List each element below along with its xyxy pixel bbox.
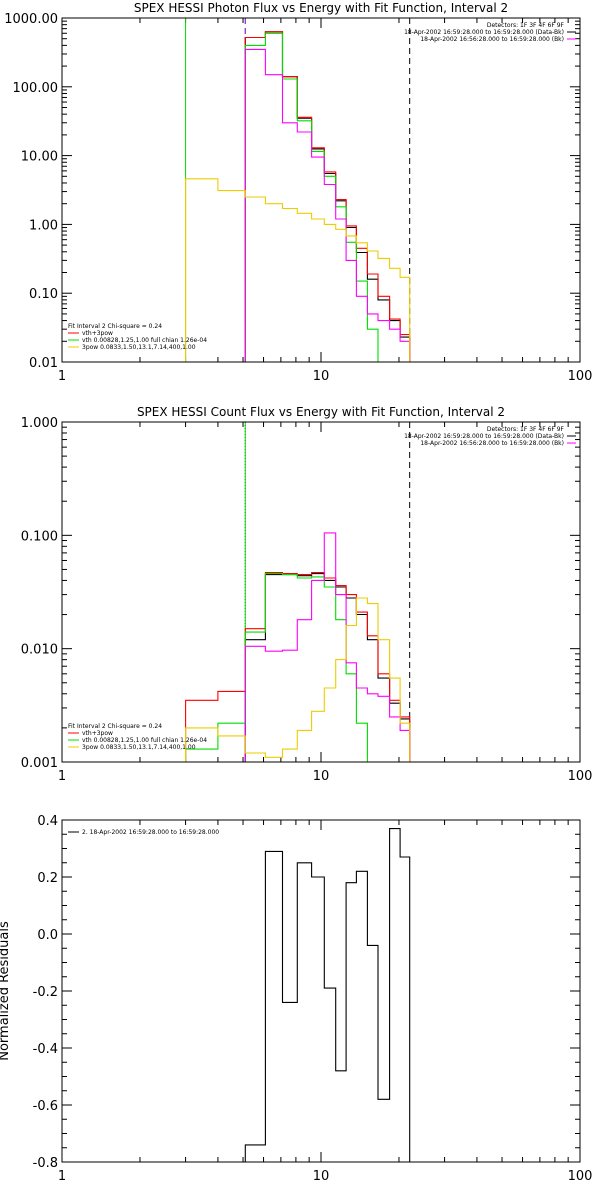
- legend-entry: Fit Interval 2 Chi-square = 0.24: [68, 323, 162, 330]
- series-line-1: [244, 573, 411, 762]
- y-tick-label: -0.6: [33, 1099, 58, 1114]
- x-tick-label: 10: [313, 769, 330, 784]
- series-line-5: [185, 597, 411, 762]
- plot-frame: [61, 819, 581, 1163]
- series-line-5: [185, 178, 411, 362]
- plot-title: SPEX HESSI Photon Flux vs Energy with Fi…: [134, 1, 508, 15]
- plot-title: SPEX HESSI Count Flux vs Energy with Fit…: [137, 405, 505, 419]
- x-tick-label: 1: [58, 369, 66, 384]
- x-tick-label: 100: [568, 369, 593, 384]
- header-annotation: Detectors: 1F 3F 4F 6F 9F: [487, 426, 565, 433]
- legend-entry: vth 0.00828,1.25,1.00 full chian 1.26e-0…: [82, 737, 207, 744]
- series-line-4: [244, 532, 411, 762]
- legend-entry: Fit Interval 2 Chi-square = 0.24: [68, 723, 162, 730]
- y-tick-label: 0.01: [29, 356, 58, 371]
- y-tick-label: -0.8: [33, 1156, 58, 1171]
- x-tick-label: 100: [568, 1169, 593, 1184]
- legend-entry: 3pow 0.0833,1.50,13.1,7.14,400,1.00: [82, 344, 196, 351]
- y-tick-label: -0.4: [33, 1042, 58, 1057]
- series-line-4: [244, 48, 411, 362]
- header-annotation: 18-Apr-2002 16:56:28.000 to 16:59:28.000…: [420, 36, 564, 43]
- x-tick-label: 10: [313, 1169, 330, 1184]
- y-tick-label: 100.00: [13, 81, 59, 96]
- plot-frame: [61, 17, 581, 363]
- series-line-2: [244, 31, 411, 362]
- series-line-1: [244, 31, 411, 362]
- legend-entry: vth+3pow: [82, 330, 113, 337]
- plot-panel-2: SPEX HESSI Count Flux vs Energy with Fit…: [21, 405, 593, 784]
- header-annotation: Detectors: 1F 3F 4F 6F 9F: [487, 22, 565, 29]
- x-tick-label: 10: [313, 369, 330, 384]
- legend-entry: 3pow 0.0833,1.50,13.1,7.14,400,1.00: [82, 744, 196, 751]
- series-line-2: [185, 571, 411, 762]
- x-tick-label: 100: [568, 769, 593, 784]
- y-tick-label: 0.001: [21, 756, 58, 771]
- header-annotation: 18-Apr-2002 16:56:28.000 to 16:59:28.000…: [420, 440, 564, 447]
- y-tick-label: 0.010: [21, 643, 58, 658]
- header-annotation: 18-Apr-2002 16:59:28.000 to 16:59:28.000…: [404, 29, 564, 36]
- y-tick-label: 1.00: [29, 218, 58, 233]
- x-tick-label: 1: [58, 1169, 66, 1184]
- plot-panel-1: SPEX HESSI Photon Flux vs Energy with Fi…: [4, 1, 592, 384]
- y-tick-label: -0.2: [33, 985, 58, 1000]
- y-tick-label: 0.0: [37, 928, 58, 943]
- plot-panel-3: Normalized Residuals 1 10 100 -0.8 -0.6 -0.4 -0…: [0, 814, 592, 1184]
- y-tick-label: 1.000: [21, 416, 58, 431]
- x-tick-label: 1: [58, 769, 66, 784]
- y-tick-label: 10.00: [21, 150, 58, 165]
- y-tick-label: 0.10: [29, 287, 58, 302]
- series-line-3: [185, 573, 378, 763]
- y-tick-label: 1000.00: [4, 12, 58, 27]
- series-line-3: [244, 32, 390, 363]
- y-tick-label: 0.2: [37, 871, 58, 886]
- y-axis-label: Normalized Residuals: [0, 921, 12, 1061]
- header-annotation: 18-Apr-2002 16:59:28.000 to 16:59:28.000…: [404, 433, 564, 440]
- series-line-1: [244, 828, 411, 1162]
- legend-entry: vth 0.00828,1.25,1.00 full chian 1.26e-0…: [82, 337, 207, 344]
- legend-entry: vth+3pow: [82, 730, 113, 737]
- y-tick-label: 0.100: [21, 529, 58, 544]
- plot-frame: [61, 421, 581, 763]
- y-tick-label: 0.4: [37, 814, 58, 829]
- legend-entry: 2. 18-Apr-2002 16:59:28.000 to 16:59:28.…: [82, 829, 219, 836]
